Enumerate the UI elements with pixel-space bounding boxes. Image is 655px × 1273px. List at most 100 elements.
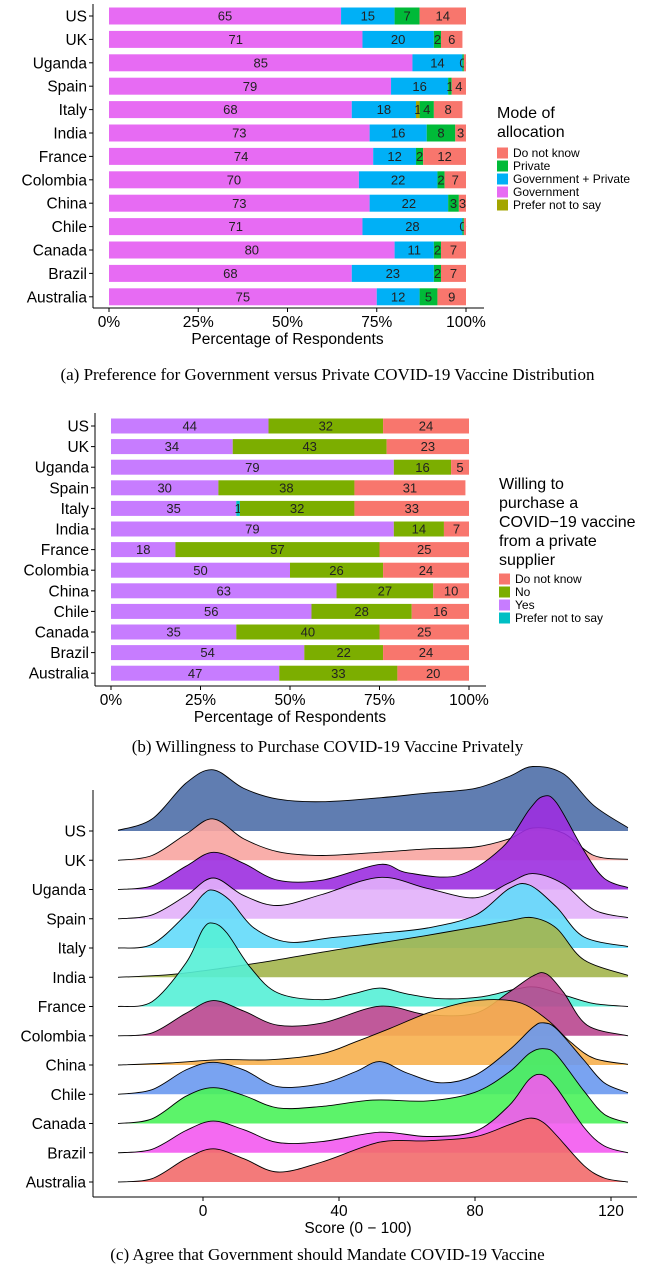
y-tick-label: Colombia (24, 563, 90, 580)
x-tick-label: 50% (274, 692, 305, 709)
data-label: 32 (290, 501, 304, 516)
data-label: 71 (229, 32, 243, 47)
data-label: 35 (166, 625, 180, 640)
data-label: 73 (232, 196, 246, 211)
data-label: 33 (404, 501, 418, 516)
y-tick-label: UK (67, 439, 89, 456)
bar-segment (109, 171, 359, 189)
bar-segment (426, 124, 456, 142)
bar-segment (441, 264, 466, 282)
bar-segment (419, 101, 434, 119)
data-label: 79 (243, 79, 257, 94)
legend-swatch (497, 173, 508, 185)
legend-title: purchase a (499, 495, 578, 512)
legend-label: Do not know (515, 572, 582, 586)
bar-segment (462, 218, 464, 236)
data-label: 1 (414, 102, 421, 117)
x-tick-label: 100% (449, 692, 489, 709)
data-label: 30 (157, 480, 171, 495)
figure-caption: (c) Agree that Government should Mandate… (110, 1245, 544, 1264)
density-line (117, 795, 629, 890)
bar-segment (419, 288, 438, 306)
bar-segment (109, 101, 352, 119)
data-label: 28 (354, 604, 368, 619)
bar-segment (383, 645, 469, 661)
y-tick-label: US (64, 824, 86, 841)
bar-segment (109, 264, 352, 282)
data-label: 7 (403, 9, 410, 24)
bar-segment (443, 521, 469, 537)
legend-label: Private (513, 159, 551, 173)
data-label: 8 (437, 126, 444, 141)
bar-segment (109, 7, 342, 25)
data-label: 3 (459, 196, 466, 211)
data-label: 7 (453, 522, 460, 537)
figure-caption: (a) Preference for Government versus Pri… (60, 365, 595, 384)
bar-segment (433, 30, 442, 48)
bar-segment (362, 30, 434, 48)
data-label: 5 (456, 460, 463, 475)
bar-segment (111, 521, 394, 537)
bar-segment (175, 542, 380, 558)
data-label: 12 (391, 289, 405, 304)
data-label: 65 (218, 9, 232, 24)
bar-segment (376, 288, 420, 306)
bar-segment (109, 77, 392, 95)
bar-segment (236, 624, 380, 640)
data-label: 6 (448, 32, 455, 47)
bar-segment (351, 264, 434, 282)
bar-segment (419, 7, 466, 25)
bar-segment (236, 500, 240, 516)
bar-segment (109, 288, 377, 306)
x-tick-label: 0 (199, 1203, 208, 1220)
y-tick-label: China (49, 583, 90, 600)
y-tick-label: China (46, 1058, 87, 1075)
data-label: 2 (416, 149, 423, 164)
data-label: 28 (405, 219, 419, 234)
x-tick-label: 50% (272, 314, 303, 331)
data-label: 16 (415, 460, 429, 475)
data-label: 2 (437, 172, 444, 187)
y-tick-label: Canada (35, 625, 90, 642)
legend-swatch (497, 160, 508, 172)
y-tick-label: UK (65, 32, 87, 49)
data-label: 3 (457, 126, 464, 141)
bar-segment (444, 171, 466, 189)
data-label: 56 (204, 604, 218, 619)
data-label: 47 (188, 666, 202, 681)
x-axis-title: Percentage of Respondents (194, 709, 386, 726)
data-label: 85 (253, 55, 267, 70)
legend-swatch (497, 199, 508, 211)
x-tick-label: 0% (98, 314, 121, 331)
figure-caption: (b) Willingness to Purchase COVID-19 Vac… (132, 737, 524, 756)
data-label: 4 (423, 102, 430, 117)
data-label: 9 (448, 289, 455, 304)
data-label: 16 (433, 604, 447, 619)
bar-segment (369, 124, 427, 142)
bar-segment (379, 624, 469, 640)
data-label: 4 (455, 79, 462, 94)
x-tick-label: 75% (364, 692, 395, 709)
bar-segment (441, 241, 466, 259)
bar-segment (111, 459, 394, 475)
legend-label: Government + Private (513, 172, 630, 186)
legend-swatch (499, 573, 510, 585)
y-tick-label: US (67, 419, 89, 436)
x-tick-label: 75% (361, 314, 392, 331)
bar-segment (397, 665, 469, 681)
density-area (118, 795, 628, 890)
x-axis-title: Score (0 − 100) (304, 1220, 411, 1237)
bar-segment (394, 7, 420, 25)
bar-segment (109, 147, 374, 165)
bar-segment (354, 480, 466, 496)
y-tick-label: Chile (52, 219, 87, 236)
bar-segment (109, 124, 370, 142)
bar-segment (416, 147, 424, 165)
y-tick-label: Spain (46, 911, 86, 928)
bar-segment (279, 665, 398, 681)
density-area (118, 999, 628, 1065)
data-label: 2 (434, 266, 441, 281)
y-tick-label: Australia (29, 666, 90, 683)
data-label: 75 (236, 289, 250, 304)
